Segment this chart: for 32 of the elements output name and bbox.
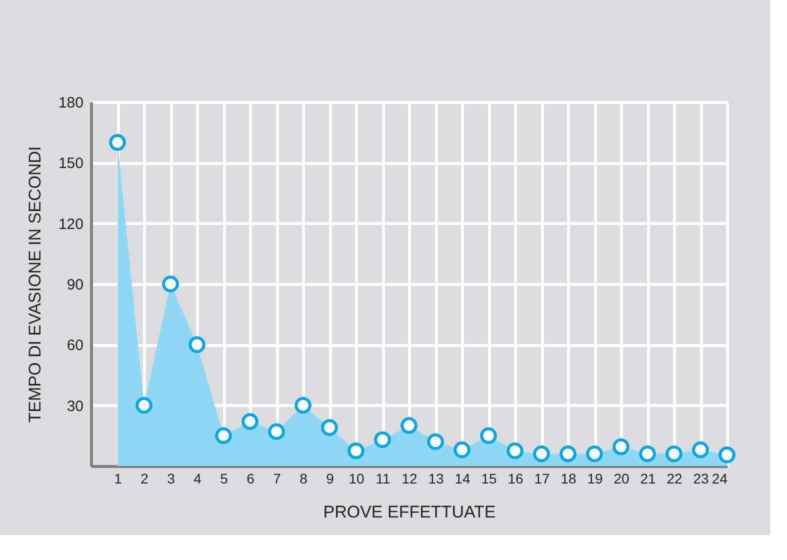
x-tick-label: 20 <box>614 470 630 486</box>
y-tick-label: 90 <box>66 276 84 294</box>
x-tick-label: 2 <box>140 470 149 486</box>
x-axis-title: PROVE EFFETTUATE <box>323 502 496 522</box>
x-tick-label: 6 <box>246 470 255 486</box>
y-tick-label: 30 <box>66 398 84 415</box>
x-tick-label: 5 <box>220 470 228 486</box>
y-tick-label: 120 <box>58 216 84 233</box>
y-tick-label: 180 <box>58 94 84 112</box>
x-tick-label: 7 <box>273 470 282 486</box>
x-tick-label: 22 <box>666 470 682 486</box>
x-tick-label: 4 <box>194 470 202 486</box>
y-tick-label: 150 <box>58 155 84 172</box>
x-tick-label: 9 <box>326 470 334 486</box>
x-tick-label: 14 <box>454 470 470 486</box>
x-tick-label: 15 <box>481 470 497 486</box>
x-tick-label: 21 <box>640 470 656 486</box>
x-tick-label: 11 <box>376 470 390 486</box>
y-tick-label: 60 <box>66 337 84 354</box>
x-tick-label: 17 <box>534 470 550 486</box>
x-tick-label: 1 <box>114 470 122 486</box>
x-tick-label: 10 <box>348 470 364 486</box>
x-tick-label: 12 <box>402 470 418 486</box>
x-tick-label: 8 <box>300 470 308 486</box>
x-tick-label: 18 <box>560 470 576 486</box>
x-tick-label: 19 <box>587 470 603 486</box>
y-axis-title: TEMPO DI EVASIONE IN SECONDI <box>25 146 44 423</box>
x-tick-label: 3 <box>167 470 176 486</box>
x-tick-label: 16 <box>508 470 524 486</box>
x-tick-label: 24 <box>712 470 728 486</box>
x-tick-label: 13 <box>428 470 444 486</box>
x-tick-label: 23 <box>693 470 709 486</box>
